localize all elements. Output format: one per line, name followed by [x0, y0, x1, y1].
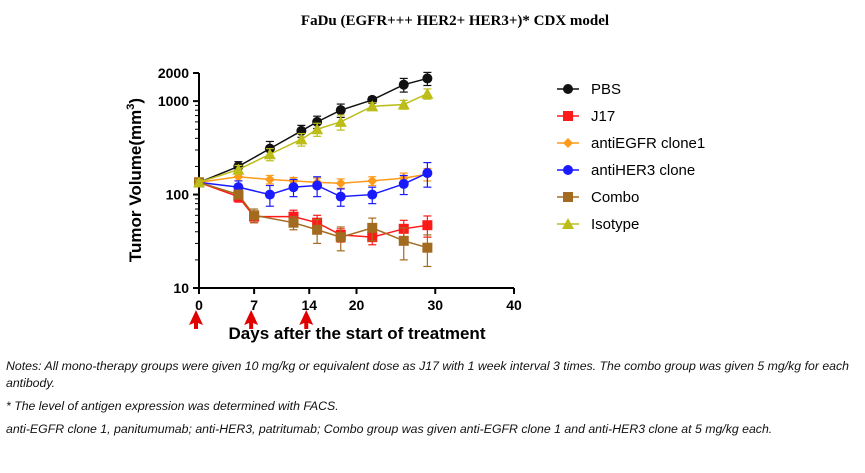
axes: 0 7 14 20 30 40 10 100 1000 2000	[158, 65, 522, 313]
data-point	[232, 163, 245, 175]
data-point	[397, 98, 410, 110]
data-point	[263, 148, 276, 160]
data-point	[312, 224, 323, 235]
dosing-arrows	[189, 310, 314, 329]
data-point	[233, 189, 244, 200]
x-tick-label: 0	[195, 297, 203, 313]
y-axis-title-close: )	[126, 98, 145, 104]
x-tick-label: 40	[506, 297, 522, 313]
data-point	[334, 115, 347, 127]
notes: Notes: All mono-therapy groups were give…	[6, 358, 858, 444]
legend-item: Combo	[557, 189, 639, 206]
data-point	[398, 235, 409, 246]
data-point	[288, 182, 299, 193]
legend-marker	[563, 138, 573, 148]
legend-label: Combo	[591, 189, 639, 206]
series-pbs	[194, 71, 433, 188]
y-tick-label: 2000	[158, 65, 189, 81]
x-tick-label: 14	[301, 297, 317, 313]
data-point	[312, 180, 323, 191]
y-axis-title-main: Tumor Volume(mm	[126, 110, 145, 262]
data-point	[398, 79, 409, 90]
y-axis-title: Tumor Volume(mm3)	[125, 98, 145, 262]
data-point	[311, 123, 324, 135]
y-axis-title-sup: 3	[125, 104, 137, 110]
data-point	[288, 217, 299, 228]
series-antiher3-clone	[194, 161, 433, 207]
series-line	[198, 77, 428, 184]
chart-title: FaDu (EGFR+++ HER2+ HER3+)* CDX model	[301, 13, 609, 29]
legend-item: antiHER3 clone	[557, 162, 695, 179]
y-tick-label: 10	[173, 280, 189, 296]
data-point	[295, 133, 308, 145]
notes-line-2: * The level of antigen expression was de…	[6, 399, 339, 413]
data-point	[367, 222, 378, 233]
y-tick-label: 1000	[158, 93, 189, 109]
legend-label: PBS	[591, 81, 621, 98]
data-point	[367, 175, 378, 186]
legend-label: J17	[591, 108, 615, 125]
x-axis-title: Days after the start of treatment	[229, 324, 486, 343]
data-point	[422, 242, 433, 253]
dosing-arrow-icon	[189, 310, 203, 329]
series-layer	[193, 71, 434, 268]
data-point	[422, 168, 433, 179]
data-point	[193, 176, 205, 188]
y-tick-label: 100	[166, 187, 190, 203]
x-tick-label: 30	[427, 297, 443, 313]
legend-marker	[563, 165, 573, 175]
data-point	[398, 178, 409, 189]
notes-line-1: Notes: All mono-therapy groups were give…	[6, 359, 849, 390]
legend-item: Isotype	[557, 216, 639, 233]
data-point	[264, 174, 275, 185]
notes-line-3: anti-EGFR clone 1, panitumumab; anti-HER…	[6, 422, 773, 436]
x-tick-label: 7	[250, 297, 258, 313]
dosing-arrow-icon	[244, 310, 259, 329]
data-point	[249, 210, 260, 221]
data-point	[335, 232, 346, 243]
series-combo	[194, 177, 433, 268]
legend-label: antiEGFR clone1	[591, 135, 705, 152]
tumor-volume-chart: FaDu (EGFR+++ HER2+ HER3+)* CDX model 0 7…	[125, 13, 705, 343]
data-point	[312, 116, 323, 127]
legend-marker	[563, 111, 573, 121]
data-point	[422, 220, 433, 231]
data-point	[335, 105, 346, 116]
legend-label: Isotype	[591, 216, 639, 233]
data-point	[367, 189, 378, 200]
legend-marker	[563, 84, 573, 94]
legend-marker	[562, 218, 574, 229]
legend-item: antiEGFR clone1	[557, 135, 705, 152]
data-point	[264, 189, 275, 200]
legend-label: antiHER3 clone	[591, 162, 695, 179]
data-point	[335, 178, 346, 189]
series-isotype	[193, 87, 434, 188]
data-point	[366, 100, 379, 112]
data-point	[422, 73, 433, 84]
x-tick-label: 20	[349, 297, 365, 313]
legend-marker	[563, 192, 573, 202]
legend: PBS J17 antiEGFR clone1 antiHER3 clone Combo…	[557, 81, 705, 233]
legend-item: J17	[557, 108, 615, 125]
dosing-arrow-icon	[299, 310, 314, 329]
data-point	[335, 191, 346, 202]
legend-item: PBS	[557, 81, 621, 98]
data-point	[421, 87, 434, 99]
